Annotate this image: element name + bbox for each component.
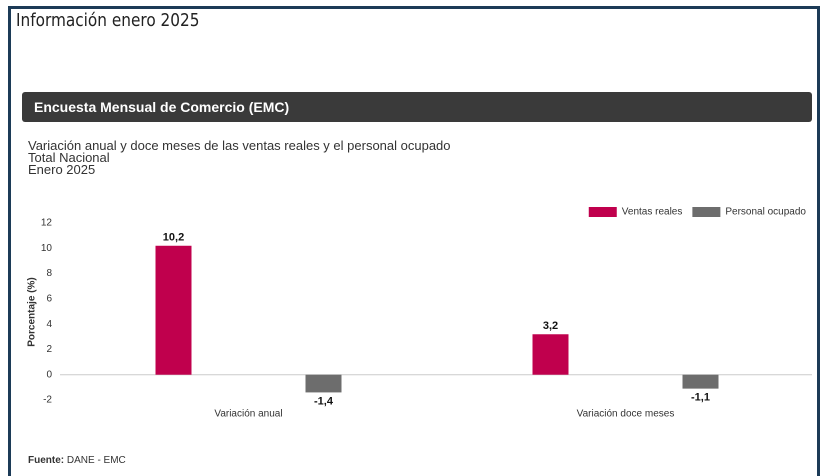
chart-title: Variación anual y doce meses de las vent… bbox=[28, 138, 451, 153]
chart-title-block: Variación anual y doce meses de las vent… bbox=[28, 138, 451, 177]
frame bbox=[8, 6, 820, 476]
x-tick-label: Variación anual bbox=[214, 409, 282, 420]
legend-label: Ventas reales bbox=[622, 207, 683, 218]
heading: Información enero 2025 bbox=[16, 10, 200, 31]
legend-swatch bbox=[692, 207, 721, 217]
bar bbox=[532, 334, 569, 375]
y-tick-label: 12 bbox=[41, 218, 53, 229]
y-axis-label: Porcentaje (%) bbox=[27, 277, 38, 346]
value-label: -1,4 bbox=[314, 395, 334, 407]
value-label: 3,2 bbox=[543, 320, 558, 332]
source-label: Fuente: bbox=[28, 455, 65, 466]
y-tick-label: 2 bbox=[46, 344, 52, 355]
y-tick-label: 6 bbox=[46, 293, 52, 304]
y-tick-label: 0 bbox=[46, 369, 52, 380]
source: Fuente: DANE - EMC bbox=[28, 455, 126, 466]
chart-subtitle: Total Nacional bbox=[28, 150, 110, 165]
x-tick-label: Variación doce meses bbox=[577, 409, 675, 420]
source-text: DANE - EMC bbox=[66, 455, 126, 466]
value-label: -1,1 bbox=[691, 392, 710, 404]
y-tick-label: 8 bbox=[46, 268, 52, 279]
bar bbox=[155, 245, 192, 375]
value-label: 10,2 bbox=[163, 232, 184, 244]
y-tick-label: 10 bbox=[41, 243, 53, 254]
legend-swatch bbox=[588, 207, 617, 217]
bar bbox=[305, 374, 342, 393]
chart-period: Enero 2025 bbox=[28, 162, 96, 177]
y-tick-label: -2 bbox=[43, 395, 52, 406]
y-tick-label: 4 bbox=[46, 319, 52, 330]
section-header: Encuesta Mensual de Comercio (EMC) bbox=[22, 92, 812, 122]
legend-label: Personal ocupado bbox=[725, 207, 806, 218]
bar bbox=[682, 374, 719, 389]
